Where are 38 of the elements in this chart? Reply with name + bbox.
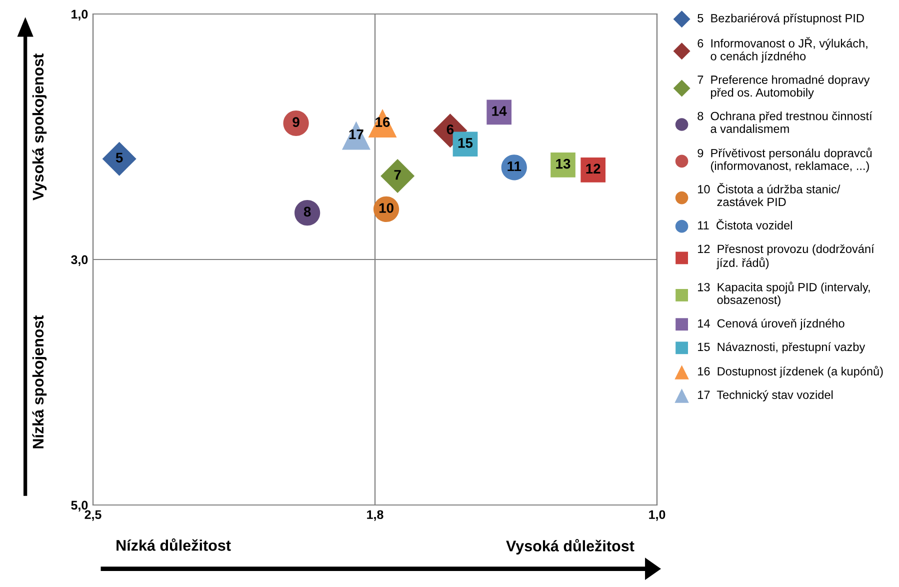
text: Vysoká důležitost bbox=[506, 539, 634, 554]
annotation: 11 bbox=[508, 161, 522, 172]
annotation: 7 bbox=[394, 170, 401, 180]
legend-label: 9 Přívětivost personálu dopravců (informovanost, reklamace, ...) bbox=[698, 148, 872, 172]
legend-label: 6 Informovanost o JŘ, výlukách, o cenách jízdného bbox=[698, 37, 868, 63]
annotation: 12 bbox=[586, 164, 600, 174]
annotation: 13 bbox=[556, 158, 570, 169]
legend-label: 14 Cenová úroveň jízdného bbox=[698, 318, 844, 330]
legend-label: 12 Přesnost provozu (dodržování jízd. řádů) bbox=[698, 244, 874, 270]
annotation: 16 bbox=[376, 117, 390, 127]
text: Nízká důležitost bbox=[116, 538, 231, 551]
annotation: 17 bbox=[349, 130, 364, 140]
annotation: 5 bbox=[116, 152, 123, 163]
point bbox=[102, 142, 136, 176]
x-tick-label: 1,8 bbox=[367, 510, 384, 521]
x-tick-label: 1,0 bbox=[649, 510, 666, 521]
legend-label: 17 Technický stav vozidel bbox=[698, 390, 833, 402]
y-tick-label: 5,0 bbox=[71, 500, 88, 512]
text: Nízká spokojenost bbox=[32, 315, 47, 448]
legend-label: 10 Čistota a údržba stanic/ zastávek PID bbox=[698, 182, 840, 206]
point bbox=[380, 159, 415, 194]
annotation: 10 bbox=[379, 203, 394, 213]
y-tick-label: 3,0 bbox=[71, 255, 88, 266]
legend-label: 5 Bezbariérová přístupnost PID bbox=[698, 14, 864, 25]
legend-label: 7 Preference hromadné dopravy před os. Automobily bbox=[698, 75, 870, 100]
legend-label: 13 Kapacita spojů PID (intervaly, obsazenost) bbox=[698, 282, 870, 306]
legend-label: 11 Čistota vozidel bbox=[698, 219, 792, 230]
annotation: 6 bbox=[446, 124, 454, 134]
annotation: 14 bbox=[492, 106, 507, 116]
x-tick-label: 2,5 bbox=[84, 510, 102, 521]
text: Vysoká spokojenost bbox=[32, 54, 47, 200]
legend-label: 8 Ochrana před trestnou činností a vandalismem bbox=[698, 111, 872, 133]
y-tick-label: 1,0 bbox=[72, 10, 88, 20]
annotation: 15 bbox=[458, 138, 473, 148]
annotation: 8 bbox=[304, 206, 311, 217]
legend-label: 16 Dostupnost jízdenek (a kupónů) bbox=[698, 366, 883, 378]
legend-label: 15 Návaznosti, přestupní vazby bbox=[698, 342, 866, 354]
annotation: 9 bbox=[292, 117, 300, 127]
